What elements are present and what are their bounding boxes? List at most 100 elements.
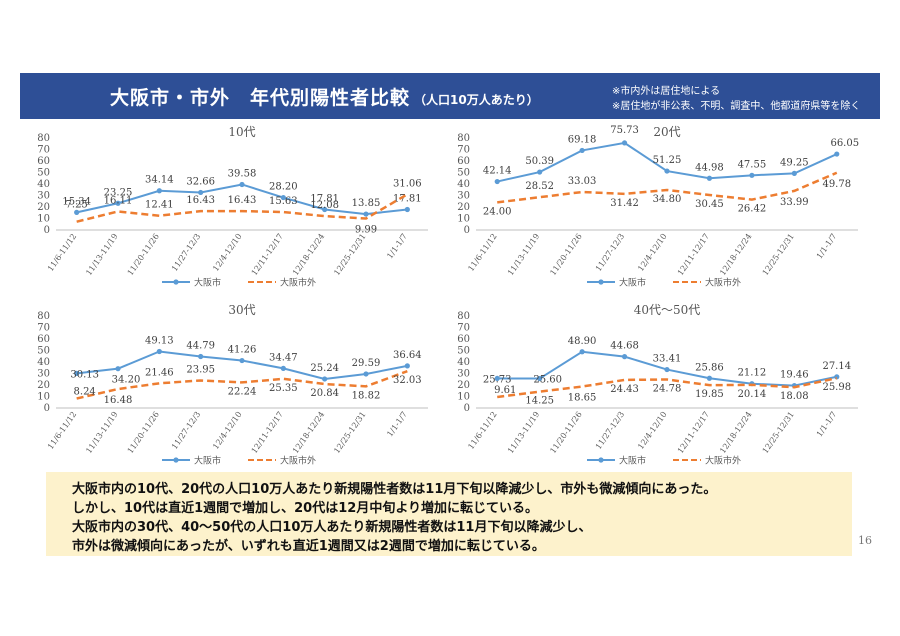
series-line-outside-osaka-city	[76, 193, 408, 223]
y-tick-label: 50	[37, 346, 50, 357]
data-label: 41.26	[228, 345, 257, 356]
legend-marker	[173, 279, 179, 285]
data-label: 23.95	[186, 364, 215, 375]
page-title: 大阪市・市外 年代別陽性者比較	[110, 87, 411, 109]
y-tick-label: 40	[37, 179, 50, 190]
data-point	[404, 363, 410, 369]
data-point	[363, 371, 369, 377]
data-label: 26.42	[738, 204, 767, 215]
data-label: 15.63	[269, 196, 298, 207]
data-label: 9.99	[355, 225, 377, 236]
data-point	[749, 172, 755, 178]
data-label: 31.42	[610, 198, 639, 209]
x-tick-label: 11/20-11/26	[126, 232, 161, 277]
data-label: 15.34	[62, 196, 91, 207]
data-point	[363, 211, 369, 217]
header-note-2: ※居住地が非公表、不明、調査中、他都道府県等を除く	[612, 101, 861, 112]
data-point	[404, 206, 410, 213]
y-tick-label: 30	[457, 191, 470, 202]
data-label: 69.18	[568, 134, 597, 145]
y-tick-label: 80	[457, 311, 470, 322]
data-label: 30.45	[695, 199, 724, 210]
data-label: 34.20	[112, 375, 141, 386]
legend-label: 大阪市外	[705, 455, 741, 467]
data-label: 49.78	[822, 179, 851, 190]
data-point	[621, 354, 628, 360]
data-label: 8.24	[74, 387, 96, 398]
x-tick-label: 11/6-11/12	[46, 232, 78, 273]
data-label: 30.13	[70, 369, 99, 380]
data-label: 13.85	[352, 198, 381, 209]
chart-title: 40代～50代	[634, 303, 701, 317]
legend-marker	[598, 279, 604, 285]
data-label: 16.43	[186, 195, 215, 206]
legend-label: 大阪市外	[705, 277, 741, 289]
data-point	[664, 366, 670, 373]
x-tick-label: 11/27-12/3	[170, 232, 202, 273]
x-tick-label: 11/6-11/12	[466, 410, 498, 451]
chart-title: 20代	[653, 125, 680, 139]
data-label: 44.98	[695, 162, 724, 173]
x-tick-label: 12/25-12/31	[332, 410, 367, 455]
data-point	[115, 200, 121, 206]
y-tick-label: 40	[457, 357, 470, 368]
legend-marker	[598, 457, 604, 463]
data-label: 25.35	[269, 383, 298, 394]
y-tick-label: 20	[457, 202, 470, 213]
page-subtitle: （人口10万人あたり）	[414, 93, 539, 107]
data-label: 34.47	[269, 352, 298, 363]
data-label: 18.65	[568, 393, 597, 404]
data-label: 51.25	[653, 155, 682, 166]
summary-box: 大阪市内の10代、20代の人口10万人あたり新規陽性者数は11月下旬以降減少し、…	[46, 472, 852, 556]
page-number: 16	[858, 534, 872, 547]
y-tick-label: 60	[457, 334, 470, 345]
y-tick-label: 20	[457, 380, 470, 391]
summary-line-4: 市外は微減傾向にあったが、いずれも直近1週間又は2週間で増加に転じている。	[72, 539, 545, 554]
data-point	[156, 188, 162, 194]
data-point	[621, 140, 628, 146]
data-label: 49.25	[780, 157, 809, 168]
data-label: 24.43	[610, 384, 639, 395]
x-tick-label: 11/13-11/19	[506, 232, 541, 277]
y-tick-label: 80	[37, 311, 50, 322]
x-tick-label: 11/20-11/26	[548, 232, 583, 277]
data-label: 25.86	[695, 362, 724, 373]
y-tick-label: 30	[37, 191, 50, 202]
data-point	[156, 348, 162, 355]
data-label: 36.64	[393, 350, 422, 361]
data-label: 14.25	[525, 396, 554, 407]
data-point	[579, 147, 585, 154]
summary-line-2: しかし、10代は直近1週間で増加し、20代は12月中旬より増加に転じている。	[72, 501, 539, 516]
y-tick-label: 10	[457, 214, 470, 225]
data-label: 17.81	[310, 194, 339, 205]
x-tick-label: 12/11-12/17	[250, 232, 285, 277]
y-tick-label: 70	[457, 323, 470, 334]
data-label: 20.84	[310, 388, 339, 399]
x-tick-label: 12/25-12/31	[761, 232, 796, 277]
data-point	[322, 376, 328, 382]
data-point	[239, 181, 245, 188]
x-tick-label: 11/27-12/3	[594, 410, 626, 451]
data-label: 31.06	[393, 178, 422, 189]
summary-line-3: 大阪市内の30代、40～50代の人口10万人あたり新規陽性者数は11月下旬以降減…	[72, 520, 592, 535]
legend-label: 大阪市外	[280, 455, 316, 467]
x-tick-label: 12/18-12/24	[291, 232, 326, 277]
legend-label: 大阪市	[194, 277, 221, 289]
header-title-wrap: 大阪市・市外 年代別陽性者比較 （人口10万人あたり）	[110, 83, 539, 110]
x-tick-label: 12/4-12/10	[636, 232, 668, 273]
y-tick-label: 0	[44, 225, 50, 236]
chart-title: 30代	[228, 303, 255, 317]
series-line-outside-osaka-city	[497, 376, 838, 399]
y-tick-label: 0	[464, 225, 470, 236]
x-tick-label: 11/13-11/19	[84, 410, 119, 455]
y-tick-label: 0	[44, 403, 50, 414]
x-tick-label: 12/18-12/24	[718, 410, 753, 455]
data-point	[706, 175, 713, 181]
data-label: 21.12	[738, 368, 767, 379]
x-tick-label: 1/1-1/7	[815, 410, 839, 438]
data-point	[322, 206, 328, 213]
data-point	[664, 168, 670, 174]
x-tick-label: 12/25-12/31	[761, 410, 796, 455]
